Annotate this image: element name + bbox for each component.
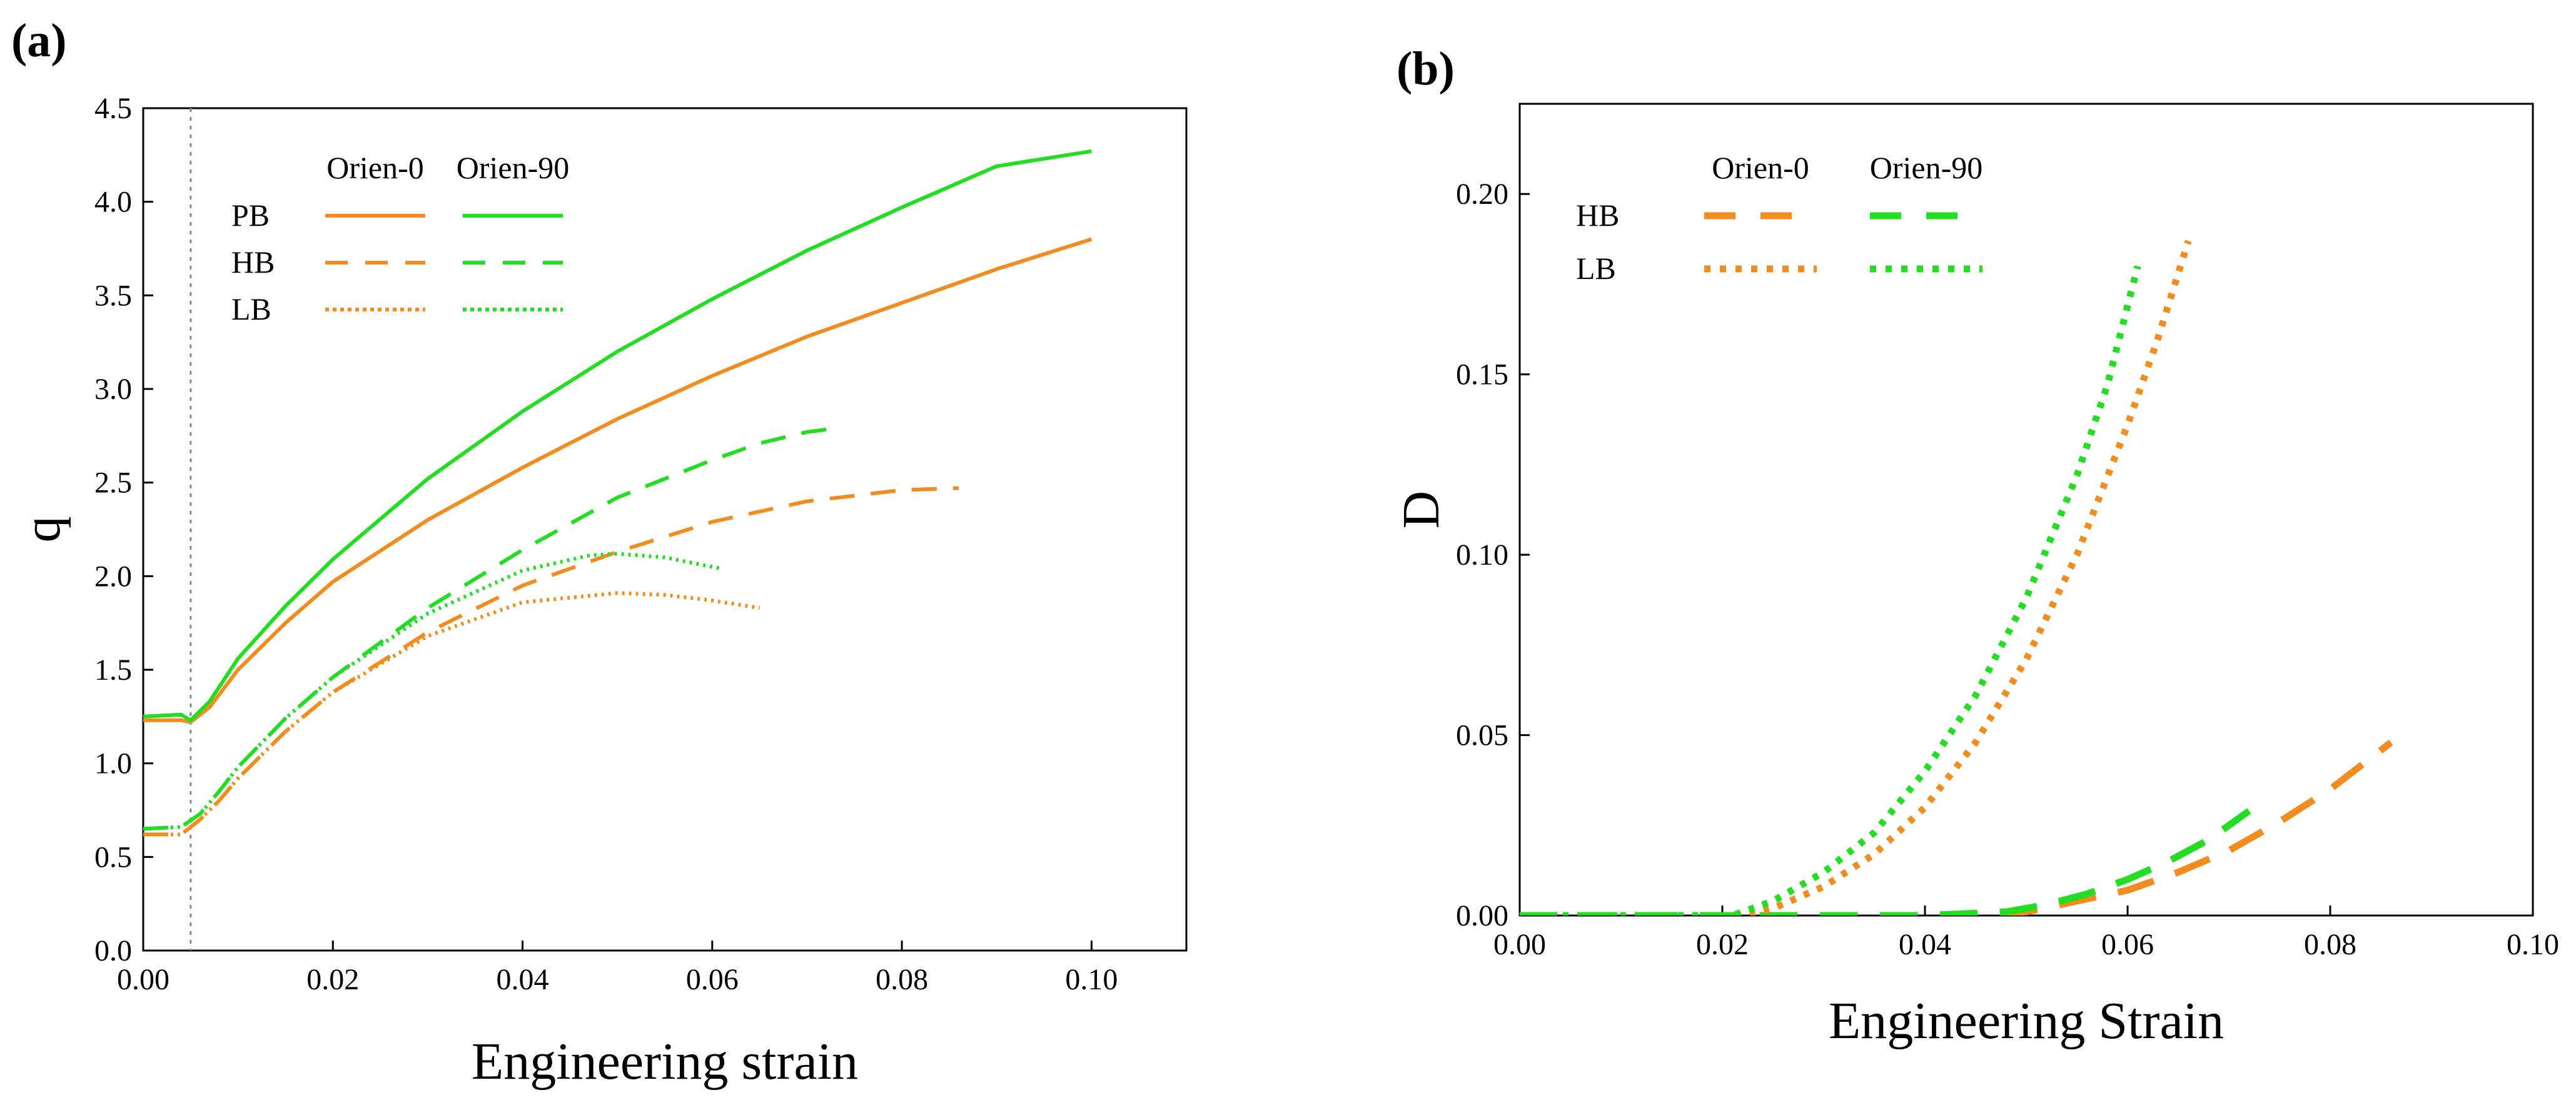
y-tick-label: 0.00 xyxy=(1456,899,1508,932)
legend-row-label: LB xyxy=(231,291,271,326)
x-tick-label: 0.06 xyxy=(2101,928,2154,961)
x-axis-title-a: Engineering strain xyxy=(472,1032,858,1091)
panel-label-b: (b) xyxy=(1397,43,1455,95)
legend-row-label: HB xyxy=(231,245,275,280)
series-line-hb-orien-90 xyxy=(143,426,836,831)
series-group-b xyxy=(1520,240,2393,916)
x-tick-label: 0.04 xyxy=(497,963,549,996)
series-line-hb-orien-0 xyxy=(1520,739,2393,916)
series-line-lb-orien-0 xyxy=(143,591,760,837)
series-line-hb-orien-0 xyxy=(143,486,959,837)
x-tick-label: 0.00 xyxy=(1493,928,1546,961)
legend-column-header: Orien-0 xyxy=(1712,150,1809,185)
y-tick-label: 3.5 xyxy=(94,279,132,312)
y-tick-label: 1.5 xyxy=(94,653,132,687)
y-tick-label: 4.5 xyxy=(94,92,132,125)
x-tick-label: 0.10 xyxy=(2507,928,2559,961)
y-tick-label: 0.15 xyxy=(1456,358,1508,391)
legend-column-header: Orien-0 xyxy=(326,150,424,185)
plot-frame-a xyxy=(142,107,1188,952)
series-line-pb-orien-90 xyxy=(143,149,1092,722)
chart-panel-a: (a) 0.00 0.02 0.04 0.06 0.08 0.10 0.0 0.5 1.0 1.5 2… xyxy=(11,14,1188,1091)
series-line-lb-orien-90 xyxy=(1520,265,2141,916)
y-tick-label: 1.0 xyxy=(94,747,132,780)
y-axis-title-b: D xyxy=(1392,491,1450,529)
chart-panel-b: (b) 0.00 0.02 0.04 0.06 0.08 0.10 0.00 0.05 0.10 0… xyxy=(1392,43,2559,1050)
legend-column-header: Orien-90 xyxy=(457,150,570,185)
x-tick-label: 0.02 xyxy=(306,963,359,996)
y-tick-label: 0.10 xyxy=(1456,538,1508,572)
x-tick-label: 0.02 xyxy=(1696,928,1749,961)
y-axis-title-a: q xyxy=(13,517,71,543)
plot-frame-b xyxy=(1518,103,2534,917)
x-tick-label: 0.04 xyxy=(1899,928,1951,961)
x-tick-label: 0.06 xyxy=(686,963,739,996)
x-tick-label: 0.08 xyxy=(2304,928,2356,961)
y-tick-label: 2.5 xyxy=(94,467,132,500)
x-tick-label: 0.00 xyxy=(117,963,169,996)
y-tick-label: 0.0 xyxy=(94,934,132,967)
legend-row-label: HB xyxy=(1576,198,1619,233)
x-tick-label: 0.10 xyxy=(1065,963,1118,996)
x-axis-title-b: Engineering Strain xyxy=(1829,992,2224,1050)
legend-column-header: Orien-90 xyxy=(1870,150,1983,185)
panel-label-a: (a) xyxy=(11,14,67,67)
series-line-hb-orien-90 xyxy=(1520,808,2251,916)
legend-row-label: PB xyxy=(231,198,270,233)
series-line-pb-orien-0 xyxy=(143,237,1093,724)
y-tick-label: 0.20 xyxy=(1456,178,1508,211)
x-tick-label: 0.08 xyxy=(876,963,928,996)
y-tick-label: 3.0 xyxy=(94,373,132,406)
legend-row-label: LB xyxy=(1576,251,1616,286)
y-tick-label: 2.0 xyxy=(94,560,132,593)
legend-a: Orien-0 Orien-90 PB HB LB xyxy=(231,150,569,326)
y-tick-label: 0.5 xyxy=(94,840,132,874)
series-line-lb-orien-0 xyxy=(1520,240,2192,916)
y-tick-label: 4.0 xyxy=(94,186,132,219)
y-tick-label: 0.05 xyxy=(1456,719,1508,752)
legend-b: Orien-0 Orien-90 HB LB xyxy=(1576,150,1983,286)
series-group-a xyxy=(143,149,1093,837)
